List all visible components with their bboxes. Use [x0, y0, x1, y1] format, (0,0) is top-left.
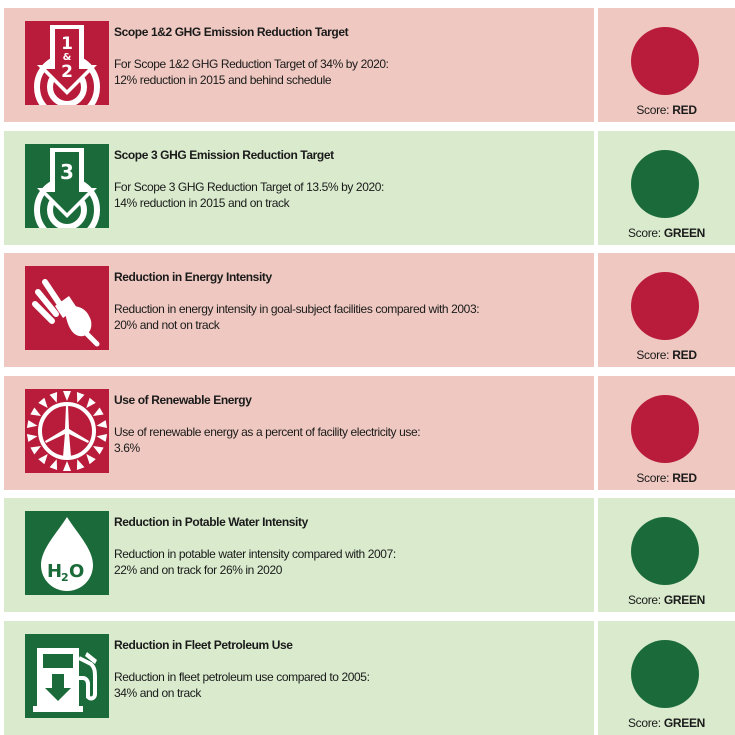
status-indicator-green: [631, 517, 699, 585]
score-value: RED: [672, 471, 697, 485]
goal-title: Scope 3 GHG Emission Reduction Target: [114, 148, 334, 162]
icon-label: H: [47, 561, 62, 582]
score-panel: Score: GREEN: [598, 621, 735, 735]
water-drop-h2o-icon: H 2 O: [25, 511, 109, 595]
goal-status-line: 34% and on track: [114, 686, 201, 700]
goal-panel: Reduction in Fleet Petroleum Use Reducti…: [4, 621, 594, 735]
goal-description: Reduction in potable water intensity com…: [114, 546, 396, 578]
status-indicator-green: [631, 640, 699, 708]
fuel-pump-icon: [25, 634, 109, 718]
score-panel: Score: RED: [598, 8, 735, 122]
goal-description-line: Reduction in potable water intensity com…: [114, 547, 396, 561]
icon-label: &: [63, 52, 72, 63]
goal-title: Scope 1&2 GHG Emission Reduction Target: [114, 25, 349, 39]
goal-title: Reduction in Fleet Petroleum Use: [114, 638, 293, 652]
score-label: Score: GREEN: [627, 593, 706, 607]
goal-description: For Scope 3 GHG Reduction Target of 13.5…: [114, 179, 384, 211]
score-panel: Score: RED: [598, 253, 735, 367]
goal-description-line: Reduction in energy intensity in goal-su…: [114, 302, 480, 316]
goal-title: Reduction in Potable Water Intensity: [114, 515, 308, 529]
status-indicator-red: [631, 27, 699, 95]
score-value: RED: [672, 348, 697, 362]
goal-status-line: 12% reduction in 2015 and behind schedul…: [114, 73, 332, 87]
cfl-bulb-icon: [25, 266, 109, 350]
score-value: GREEN: [663, 226, 706, 240]
goal-status-line: 22% and on track for 26% in 2020: [114, 563, 282, 577]
icon-label: 1: [61, 34, 73, 54]
score-value: RED: [672, 103, 697, 117]
goal-status-line: 14% reduction in 2015 and on track: [114, 196, 290, 210]
score-label: Score: GREEN: [627, 226, 706, 240]
status-indicator-red: [631, 272, 699, 340]
goal-description: For Scope 1&2 GHG Reduction Target of 34…: [114, 56, 389, 88]
scorecard-row: 1 & 2 Scope 1&2 GHG Emission Reduction T…: [4, 8, 735, 122]
icon-label: 2: [61, 62, 73, 82]
score-value: GREEN: [663, 716, 706, 730]
icon-label: O: [69, 561, 84, 582]
score-label: Score: RED: [636, 471, 697, 485]
goal-description-line: Reduction in fleet petroleum use compare…: [114, 670, 370, 684]
goal-description-line: Use of renewable energy as a percent of …: [114, 425, 421, 439]
goal-panel: Use of Renewable Energy Use of renewable…: [4, 376, 594, 490]
scorecard-row: Reduction in Fleet Petroleum Use Reducti…: [4, 621, 735, 735]
goal-panel: H 2 O Reduction in Potable Water Intensi…: [4, 498, 594, 612]
goal-description: Reduction in energy intensity in goal-su…: [114, 301, 480, 333]
goal-title: Use of Renewable Energy: [114, 393, 252, 407]
icon-label: 3: [60, 160, 74, 184]
score-value: GREEN: [663, 593, 706, 607]
goal-panel: Reduction in Energy Intensity Reduction …: [4, 253, 594, 367]
score-label: Score: RED: [636, 348, 697, 362]
score-label: Score: GREEN: [627, 716, 706, 730]
wind-turbine-sun-icon: [25, 389, 109, 473]
scope3-target-icon: 3: [25, 144, 109, 228]
goal-status-line: 3.6%: [114, 441, 140, 455]
score-panel: Score: GREEN: [598, 131, 735, 245]
goal-status-line: 20% and not on track: [114, 318, 220, 332]
score-panel: Score: RED: [598, 376, 735, 490]
goal-description: Reduction in fleet petroleum use compare…: [114, 669, 370, 701]
scorecard-row: Reduction in Energy Intensity Reduction …: [4, 253, 735, 367]
status-indicator-red: [631, 395, 699, 463]
goal-panel: 1 & 2 Scope 1&2 GHG Emission Reduction T…: [4, 8, 594, 122]
icon-label: 2: [61, 571, 69, 584]
scorecard-row: Use of Renewable Energy Use of renewable…: [4, 376, 735, 490]
goal-title: Reduction in Energy Intensity: [114, 270, 272, 284]
scope12-target-icon: 1 & 2: [25, 21, 109, 105]
goal-description: Use of renewable energy as a percent of …: [114, 424, 421, 456]
goal-panel: 3 Scope 3 GHG Emission Reduction Target …: [4, 131, 594, 245]
score-label: Score: RED: [636, 103, 697, 117]
goal-description-line: For Scope 3 GHG Reduction Target of 13.5…: [114, 180, 384, 194]
goal-description-line: For Scope 1&2 GHG Reduction Target of 34…: [114, 57, 389, 71]
score-panel: Score: GREEN: [598, 498, 735, 612]
scorecard-row: H 2 O Reduction in Potable Water Intensi…: [4, 498, 735, 612]
scorecard-row: 3 Scope 3 GHG Emission Reduction Target …: [4, 131, 735, 245]
status-indicator-green: [631, 150, 699, 218]
